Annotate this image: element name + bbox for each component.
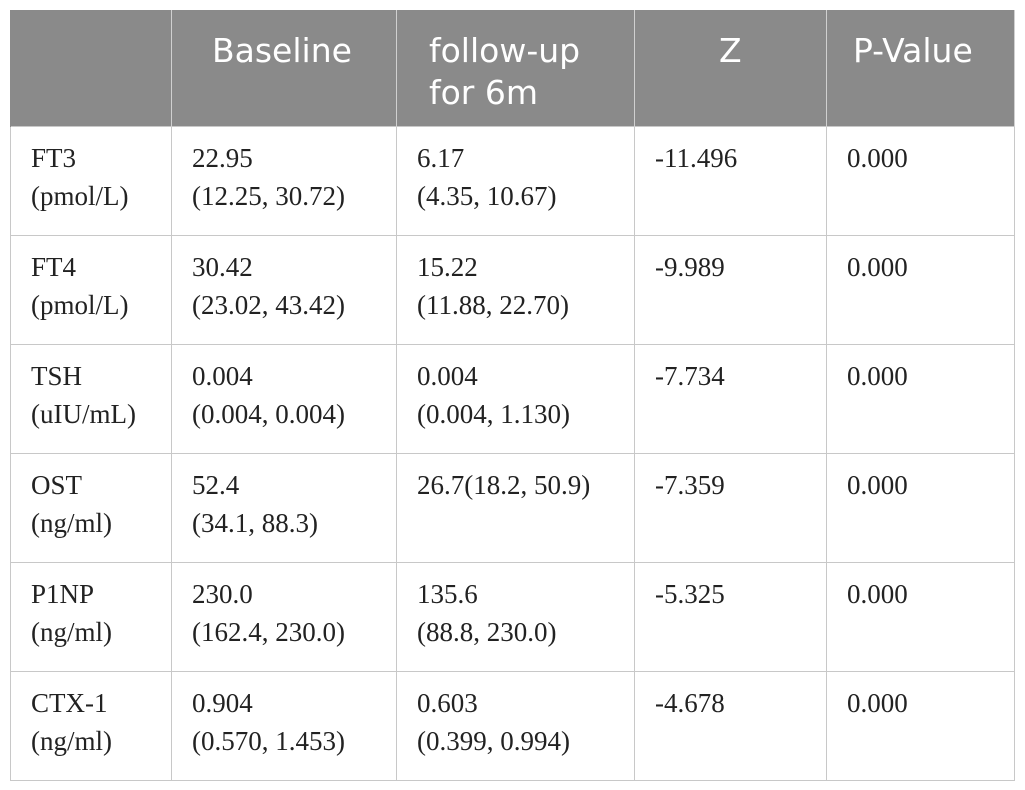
marker-cell-line: FT3 (31, 142, 77, 173)
z-cell: -11.496 (634, 125, 827, 236)
table-row: P1NP (ng/ml) 230.0 (162.4, 230.0) 135.6 (88.8… (10, 561, 1015, 672)
follow-up-cell-line: (4.35, 10.67) (417, 180, 557, 211)
follow-up-cell-line: 26.7(18.2, 50.9) (417, 469, 591, 500)
z-cell: -7.734 (634, 343, 827, 454)
p-value-cell: 0.000 (826, 343, 1015, 454)
header-text: Baseline (212, 31, 352, 70)
z-cell-value: -11.496 (655, 142, 738, 173)
marker-cell-line: FT4 (31, 251, 77, 282)
p-value-cell-value: 0.000 (847, 687, 908, 718)
p-value-cell: 0.000 (826, 452, 1015, 563)
z-cell: -4.678 (634, 670, 827, 781)
header-text: follow-up (429, 31, 581, 70)
table-row: TSH (uIU/mL) 0.004 (0.004, 0.004) 0.004 (0.00… (10, 343, 1015, 454)
table-header: Baseline follow-up for 6m Z P-Value (10, 10, 1015, 126)
header-baseline: Baseline (171, 10, 397, 126)
table-row: OST (ng/ml) 52.4 (34.1, 88.3) 26.7(18.2, 50.… (10, 452, 1015, 563)
p-value-cell: 0.000 (826, 234, 1015, 345)
header-text: Z (719, 31, 742, 70)
header-p-value: P-Value (826, 10, 1015, 126)
marker-cell-line: (ng/ml) (31, 616, 112, 647)
follow-up-cell: 6.17 (4.35, 10.67) (396, 125, 635, 236)
marker-cell: P1NP (ng/ml) (10, 561, 172, 672)
p-value-cell: 0.000 (826, 561, 1015, 672)
follow-up-cell-line: 135.6 (417, 578, 478, 609)
baseline-cell-line: (23.02, 43.42) (192, 289, 345, 320)
follow-up-cell-line: 15.22 (417, 251, 478, 282)
baseline-cell: 230.0 (162.4, 230.0) (171, 561, 397, 672)
p-value-cell: 0.000 (826, 670, 1015, 781)
marker-cell-line: (ng/ml) (31, 725, 112, 756)
header-z: Z (634, 10, 827, 126)
z-cell: -7.359 (634, 452, 827, 563)
p-value-cell-value: 0.000 (847, 578, 908, 609)
p-value-cell-value: 0.000 (847, 469, 908, 500)
baseline-cell-line: 52.4 (192, 469, 240, 500)
header-text: for 6m (429, 73, 539, 112)
table-row: CTX-1 (ng/ml) 0.904 (0.570, 1.453) 0.603 (0.3… (10, 670, 1015, 781)
follow-up-cell-line: 0.603 (417, 687, 478, 718)
follow-up-cell-line: 0.004 (417, 360, 478, 391)
follow-up-cell: 0.603 (0.399, 0.994) (396, 670, 635, 781)
baseline-cell: 52.4 (34.1, 88.3) (171, 452, 397, 563)
baseline-cell-line: 0.004 (192, 360, 253, 391)
p-value-cell-value: 0.000 (847, 360, 908, 391)
marker-cell-line: (ng/ml) (31, 507, 112, 538)
header-marker-column (10, 10, 172, 126)
baseline-cell-line: 0.904 (192, 687, 253, 718)
follow-up-cell-line: (0.399, 0.994) (417, 725, 570, 756)
marker-cell-line: OST (31, 469, 83, 500)
baseline-cell-line: 22.95 (192, 142, 253, 173)
marker-cell: TSH (uIU/mL) (10, 343, 172, 454)
p-value-cell: 0.000 (826, 125, 1015, 236)
marker-cell-line: TSH (31, 360, 83, 391)
marker-cell: CTX-1 (ng/ml) (10, 670, 172, 781)
results-table: Baseline follow-up for 6m Z P-Value FT3 (pmol… (10, 10, 1015, 781)
follow-up-cell: 0.004 (0.004, 1.130) (396, 343, 635, 454)
baseline-cell-line: (12.25, 30.72) (192, 180, 345, 211)
follow-up-cell-line: (11.88, 22.70) (417, 289, 569, 320)
baseline-cell-line: (0.570, 1.453) (192, 725, 345, 756)
z-cell-value: -9.989 (655, 251, 725, 282)
table-row: FT4 (pmol/L) 30.42 (23.02, 43.42) 15.22 (11.8… (10, 234, 1015, 345)
baseline-cell: 30.42 (23.02, 43.42) (171, 234, 397, 345)
z-cell: -5.325 (634, 561, 827, 672)
marker-cell-line: (pmol/L) (31, 289, 129, 320)
header-text: P-Value (853, 31, 973, 70)
table-body: FT3 (pmol/L) 22.95 (12.25, 30.72) 6.17 (4.35,… (10, 125, 1015, 781)
follow-up-cell-line: (0.004, 1.130) (417, 398, 570, 429)
baseline-cell: 22.95 (12.25, 30.72) (171, 125, 397, 236)
marker-cell-line: (pmol/L) (31, 180, 129, 211)
follow-up-cell-line: (88.8, 230.0) (417, 616, 557, 647)
marker-cell: FT4 (pmol/L) (10, 234, 172, 345)
z-cell: -9.989 (634, 234, 827, 345)
z-cell-value: -7.359 (655, 469, 725, 500)
p-value-cell-value: 0.000 (847, 142, 908, 173)
z-cell-value: -4.678 (655, 687, 725, 718)
z-cell-value: -7.734 (655, 360, 725, 391)
marker-cell: FT3 (pmol/L) (10, 125, 172, 236)
marker-cell-line: P1NP (31, 578, 95, 609)
baseline-cell-line: (0.004, 0.004) (192, 398, 345, 429)
header-follow-up: follow-up for 6m (396, 10, 635, 126)
baseline-cell-line: (162.4, 230.0) (192, 616, 345, 647)
marker-cell-line: (uIU/mL) (31, 398, 136, 429)
p-value-cell-value: 0.000 (847, 251, 908, 282)
results-table-container: Baseline follow-up for 6m Z P-Value FT3 (pmol… (10, 10, 1015, 781)
z-cell-value: -5.325 (655, 578, 725, 609)
marker-cell: OST (ng/ml) (10, 452, 172, 563)
baseline-cell: 0.904 (0.570, 1.453) (171, 670, 397, 781)
baseline-cell-line: 30.42 (192, 251, 253, 282)
follow-up-cell: 15.22 (11.88, 22.70) (396, 234, 635, 345)
baseline-cell-line: (34.1, 88.3) (192, 507, 318, 538)
follow-up-cell-line: 6.17 (417, 142, 465, 173)
table-row: FT3 (pmol/L) 22.95 (12.25, 30.72) 6.17 (4.35,… (10, 125, 1015, 236)
follow-up-cell: 26.7(18.2, 50.9) (396, 452, 635, 563)
baseline-cell-line: 230.0 (192, 578, 253, 609)
header-row: Baseline follow-up for 6m Z P-Value (10, 10, 1015, 126)
baseline-cell: 0.004 (0.004, 0.004) (171, 343, 397, 454)
follow-up-cell: 135.6 (88.8, 230.0) (396, 561, 635, 672)
marker-cell-line: CTX-1 (31, 687, 108, 718)
